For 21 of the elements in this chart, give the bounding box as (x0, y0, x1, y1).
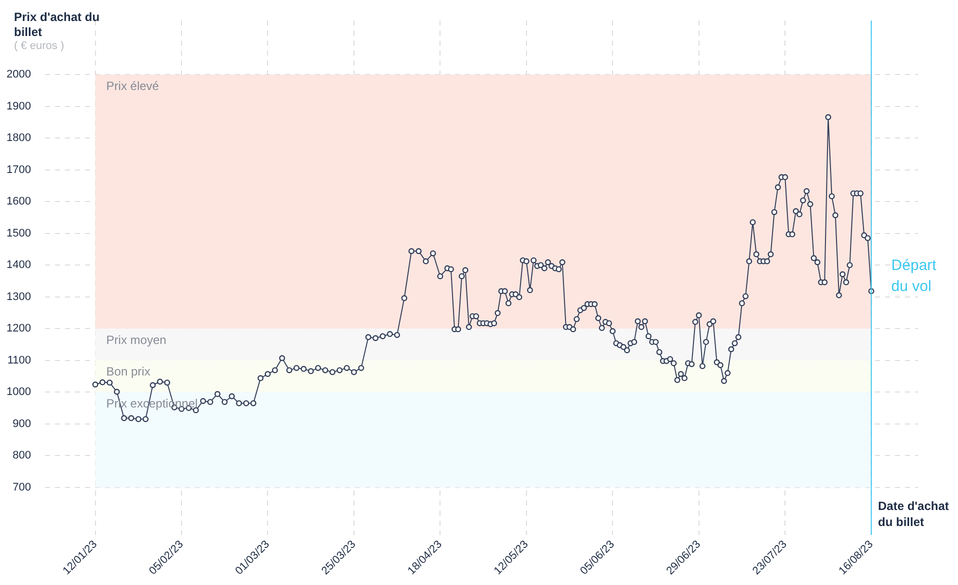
ref-line-label: Départ du vol (891, 256, 938, 295)
y-tick-label: 1700 (6, 164, 31, 176)
annotation: ( € euros ) (14, 40, 64, 52)
y-tick-label: 1900 (6, 100, 31, 112)
y-tick-label: 700 (12, 481, 31, 494)
y-tick-label: 900 (12, 418, 31, 430)
y-tick-label: 1800 (6, 132, 31, 144)
band-label: Bon prix (106, 364, 150, 379)
band-label: Prix élevé (106, 78, 160, 93)
y-axis-title: Prix d'achat du billet (14, 10, 101, 40)
y-tick-label: 1200 (6, 322, 31, 335)
y-tick-label: 1300 (6, 290, 31, 303)
y-tick-label: 1100 (7, 354, 31, 366)
y-tick-label: 1400 (6, 259, 31, 272)
y-tick-label: 1000 (6, 386, 31, 398)
y-tick-label: 1600 (6, 196, 31, 208)
y-tick-label: 2000 (6, 68, 31, 81)
x-axis-title: Date d'achat du billet (878, 498, 950, 530)
band-label: Prix moyen (106, 332, 166, 347)
y-tick-label: 1500 (6, 227, 31, 240)
y-tick-label: 800 (12, 450, 31, 462)
